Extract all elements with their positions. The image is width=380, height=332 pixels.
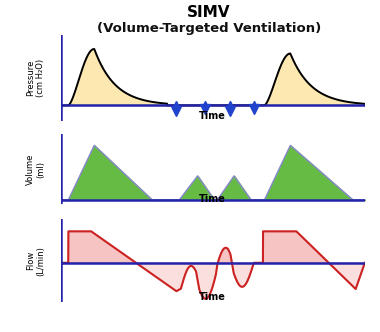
Y-axis label: Volume
(ml): Volume (ml): [26, 154, 46, 185]
Y-axis label: Flow
(L/min): Flow (L/min): [26, 246, 46, 276]
Y-axis label: Pressure
(cm H₂O): Pressure (cm H₂O): [26, 59, 46, 97]
Text: Time: Time: [200, 195, 226, 205]
Text: (Volume-Targeted Ventilation): (Volume-Targeted Ventilation): [97, 22, 321, 35]
Text: Time: Time: [200, 292, 226, 302]
Text: Time: Time: [200, 111, 226, 121]
Text: SIMV: SIMV: [187, 5, 231, 20]
